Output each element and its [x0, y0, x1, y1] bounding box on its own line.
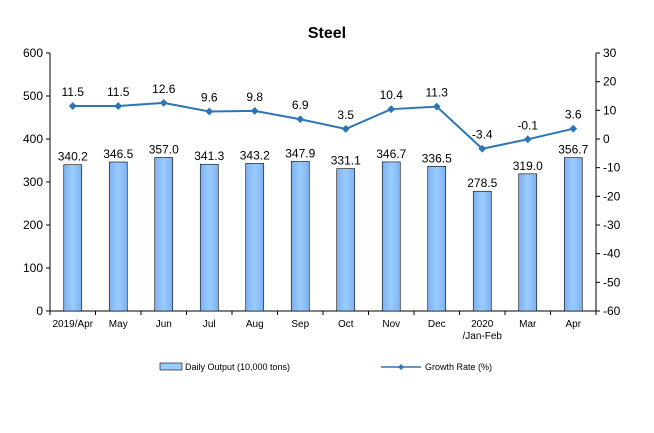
x-tick-label: Oct — [338, 319, 354, 330]
left-tick-label: 300 — [23, 175, 43, 189]
bar-value-label: 340.2 — [58, 150, 88, 164]
legend-bar-label: Daily Output (10,000 tons) — [185, 362, 290, 372]
growth-rate-point — [478, 144, 487, 153]
left-tick-label: 600 — [23, 46, 43, 60]
bar-value-label: 356.7 — [558, 143, 588, 157]
x-tick-label: Mar — [519, 319, 537, 330]
bar — [290, 161, 310, 312]
bar-value-label: 336.5 — [422, 151, 452, 165]
growth-rate-point — [68, 102, 77, 110]
growth-rate-label: 11.5 — [62, 85, 85, 99]
x-tick-label: Apr — [565, 319, 581, 330]
right-tick-label: -30 — [603, 218, 621, 232]
bar-value-label: 347.9 — [285, 146, 315, 160]
growth-rate-label: 11.5 — [107, 85, 130, 99]
line-series — [68, 98, 578, 153]
growth-rate-point — [569, 124, 578, 133]
bar-value-label: 343.2 — [240, 148, 270, 162]
bar — [563, 157, 583, 312]
growth-rate-point — [523, 135, 532, 144]
line-labels: 11.5 11.5 12.6 9.6 9.8 6.9 3.5 10.4 11.3 -3.4 -0.1… — [62, 82, 582, 142]
bar — [472, 190, 492, 312]
growth-rate-label: 6.9 — [292, 98, 309, 112]
growth-rate-label: 9.8 — [246, 90, 263, 104]
bar — [63, 164, 83, 312]
bar — [154, 157, 174, 312]
left-tick-label: 100 — [23, 261, 43, 275]
growth-rate-label: -0.1 — [517, 118, 538, 132]
growth-rate-point — [159, 98, 168, 107]
growth-rate-label: 3.5 — [337, 108, 354, 122]
growth-rate-label: 12.6 — [152, 82, 176, 96]
legend-line-marker — [398, 364, 404, 370]
growth-rate-point — [387, 105, 396, 114]
right-tick-label: 20 — [603, 75, 617, 89]
growth-rate-point — [114, 102, 123, 110]
x-tick-label: May — [109, 319, 128, 330]
bar-value-label: 346.5 — [103, 147, 133, 161]
growth-rate-label: 3.6 — [565, 108, 582, 122]
bar — [199, 163, 219, 312]
bar-value-label: 278.5 — [467, 176, 497, 190]
bar — [518, 173, 538, 312]
x-tick-label: Aug — [246, 319, 264, 330]
right-tick-label: -20 — [603, 189, 621, 203]
bar-value-label: 341.3 — [194, 149, 224, 163]
growth-rate-label: 10.4 — [380, 88, 404, 102]
bar-labels: 340.2 346.5 357.0 341.3 343.2 347.9 331.1 346.7… — [58, 142, 589, 190]
right-tick-label: -60 — [603, 304, 621, 318]
legend: Daily Output (10,000 tons) Growth Rate (%… — [159, 362, 492, 372]
growth-rate-label: -3.4 — [472, 128, 493, 142]
growth-rate-label: 9.6 — [201, 90, 218, 104]
growth-rate-point — [341, 125, 350, 133]
right-tick-label: 0 — [603, 132, 610, 146]
growth-rate-point — [250, 106, 259, 115]
bar-value-label: 346.7 — [376, 147, 406, 161]
x-tick-label: 2020/Jan-Feb — [463, 319, 503, 342]
x-tick-label: 2019/Apr — [52, 319, 93, 330]
growth-rate-line — [72, 101, 574, 150]
right-tick-label: -40 — [603, 247, 621, 261]
right-tick-label: -10 — [603, 161, 621, 175]
left-tick-label: 400 — [23, 132, 43, 146]
left-tick-label: 0 — [36, 304, 43, 318]
bar — [336, 168, 356, 312]
legend-bar-swatch — [159, 362, 183, 371]
x-tick-label: Dec — [428, 319, 446, 330]
x-tick-label: Sep — [291, 319, 309, 330]
bar-value-label: 319.0 — [513, 159, 543, 173]
x-tick-label: Jul — [203, 319, 216, 330]
bar — [108, 161, 128, 312]
growth-rate-label: 11.3 — [426, 86, 449, 100]
right-tick-label: -50 — [603, 275, 621, 289]
right-tick-label: 30 — [603, 46, 617, 60]
left-tick-label: 500 — [23, 89, 43, 103]
growth-rate-point — [205, 107, 214, 116]
bar-value-label: 331.1 — [331, 154, 361, 168]
bar — [381, 161, 401, 312]
bar-value-label: 357.0 — [149, 142, 179, 156]
chart-title: Steel — [308, 25, 346, 42]
bar-series — [63, 157, 583, 312]
axes: 0 100 200 300 400 500 600 -60 -50 -40 -30 -20 -10 0 10… — [23, 46, 621, 342]
legend-line-label: Growth Rate (%) — [425, 362, 492, 372]
left-tick-label: 200 — [23, 218, 43, 232]
bar — [245, 163, 265, 312]
growth-rate-point — [296, 115, 305, 124]
bar — [427, 166, 447, 312]
x-tick-label: Jun — [156, 319, 172, 330]
x-tick-label: Nov — [382, 319, 400, 330]
right-tick-label: 10 — [603, 103, 617, 117]
growth-rate-point — [432, 102, 441, 111]
